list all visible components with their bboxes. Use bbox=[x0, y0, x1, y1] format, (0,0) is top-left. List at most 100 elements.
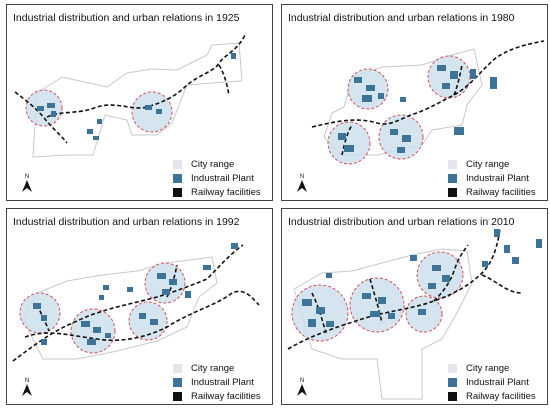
rail-swatch bbox=[173, 391, 182, 401]
rail-swatch bbox=[173, 187, 182, 197]
plant-swatch bbox=[448, 377, 457, 387]
industrial-plant bbox=[378, 297, 386, 304]
industrial-plant bbox=[169, 279, 177, 285]
industrial-plant bbox=[454, 127, 464, 135]
arrow-shape bbox=[297, 384, 307, 396]
industrial-plant bbox=[47, 103, 55, 108]
industrial-plant bbox=[93, 136, 99, 140]
industrial-plant bbox=[362, 293, 371, 299]
industrial-plant bbox=[127, 287, 133, 292]
industrial-plant bbox=[326, 273, 332, 278]
industrial-plant bbox=[410, 255, 417, 261]
industrial-plant bbox=[366, 85, 375, 91]
industrial-plant bbox=[139, 313, 146, 319]
legend-label: City range bbox=[466, 362, 510, 374]
legend-label: Industrail Plant bbox=[466, 172, 529, 184]
industrial-plant bbox=[390, 129, 398, 135]
industrial-plant bbox=[51, 111, 56, 117]
legend-label: Railway facilities bbox=[466, 186, 536, 198]
industrial-plant bbox=[432, 265, 441, 271]
arrow-shape bbox=[22, 384, 32, 396]
legend-label: Railway facilities bbox=[191, 186, 261, 198]
city-swatch bbox=[173, 363, 182, 373]
legend-item-city: City range bbox=[448, 157, 536, 171]
railway-line bbox=[14, 34, 246, 144]
city-range bbox=[32, 42, 243, 158]
map-panel-2010: Industrial distribution and urban relati… bbox=[281, 208, 548, 405]
city-swatch bbox=[173, 159, 182, 169]
legend-label: City range bbox=[191, 158, 235, 170]
legend-item-rail: Railway facilities bbox=[448, 389, 536, 403]
industrial-plant bbox=[105, 333, 111, 338]
industrial-plant bbox=[494, 229, 500, 237]
legend-label: Industrail Plant bbox=[191, 172, 254, 184]
industrial-plant bbox=[156, 109, 162, 114]
industrial-plant bbox=[400, 97, 406, 102]
legend-item-plant: Industrail Plant bbox=[448, 375, 536, 389]
legend-item-rail: Railway facilities bbox=[173, 185, 261, 199]
industrial-cluster bbox=[144, 262, 186, 304]
legend-item-city: City range bbox=[173, 361, 261, 375]
city-range bbox=[293, 248, 473, 400]
industrial-plant bbox=[470, 69, 476, 79]
industrial-plant bbox=[33, 303, 41, 309]
industrial-cluster bbox=[128, 301, 168, 341]
map-panel-1980: Industrial distribution and urban relati… bbox=[281, 4, 548, 201]
north-arrow-icon: N bbox=[22, 378, 32, 396]
industrial-plant bbox=[41, 339, 47, 345]
city-swatch bbox=[448, 363, 457, 373]
legend-item-city: City range bbox=[448, 361, 536, 375]
industrial-plant bbox=[150, 319, 158, 325]
industrial-plant bbox=[437, 65, 446, 71]
industrial-plant bbox=[316, 307, 325, 314]
industrial-plant bbox=[302, 299, 312, 306]
legend-label: City range bbox=[191, 362, 235, 374]
industrial-plant bbox=[418, 309, 426, 315]
industrial-plant bbox=[450, 71, 458, 79]
map-1980 bbox=[311, 40, 545, 165]
north-arrow-icon: N bbox=[22, 174, 32, 192]
panel-title: Industrial distribution and urban relati… bbox=[288, 12, 515, 24]
industrial-plant bbox=[157, 273, 166, 279]
city-range bbox=[22, 256, 218, 360]
industrial-plant bbox=[397, 147, 405, 153]
legend-item-city: City range bbox=[173, 157, 261, 171]
rail-swatch bbox=[448, 187, 457, 197]
industrial-plant bbox=[87, 129, 93, 134]
industrial-plant bbox=[370, 311, 380, 317]
industrial-plant bbox=[99, 295, 104, 300]
rail-swatch bbox=[448, 391, 457, 401]
industrial-plant bbox=[87, 339, 96, 345]
industrial-plant bbox=[362, 95, 372, 102]
arrow-shape bbox=[22, 180, 32, 192]
industrial-plant bbox=[203, 265, 211, 270]
legend-label: Railway facilities bbox=[191, 390, 261, 402]
north-label: N bbox=[25, 378, 29, 384]
north-arrow-icon: N bbox=[297, 174, 307, 192]
industrial-plant bbox=[37, 106, 44, 111]
industrial-plant bbox=[326, 321, 334, 327]
map-1992 bbox=[12, 243, 260, 362]
plant-swatch bbox=[173, 377, 182, 387]
north-arrow-icon: N bbox=[297, 378, 307, 396]
industrial-plant bbox=[428, 283, 436, 289]
railway-line bbox=[12, 244, 260, 362]
panel-title: Industrial distribution and urban relati… bbox=[13, 12, 240, 24]
industrial-plant bbox=[504, 245, 510, 253]
industrial-plant bbox=[354, 77, 362, 83]
map-legend: City range Industrail Plant Railway faci… bbox=[173, 157, 261, 199]
industrial-plant bbox=[231, 243, 238, 249]
map-legend: City range Industrail Plant Railway faci… bbox=[448, 157, 536, 199]
map-1925 bbox=[14, 34, 246, 158]
industrial-plant bbox=[482, 261, 488, 267]
legend-item-plant: Industrail Plant bbox=[173, 375, 261, 389]
industrial-plant bbox=[185, 291, 191, 298]
industrial-plant bbox=[402, 135, 411, 142]
industrial-plant bbox=[308, 319, 316, 327]
city-swatch bbox=[448, 159, 457, 169]
industrial-plant bbox=[81, 321, 90, 327]
industrial-plant bbox=[231, 53, 236, 59]
industrial-plant bbox=[442, 275, 450, 282]
industrial-cluster bbox=[19, 292, 61, 334]
industrial-cluster bbox=[131, 91, 173, 133]
